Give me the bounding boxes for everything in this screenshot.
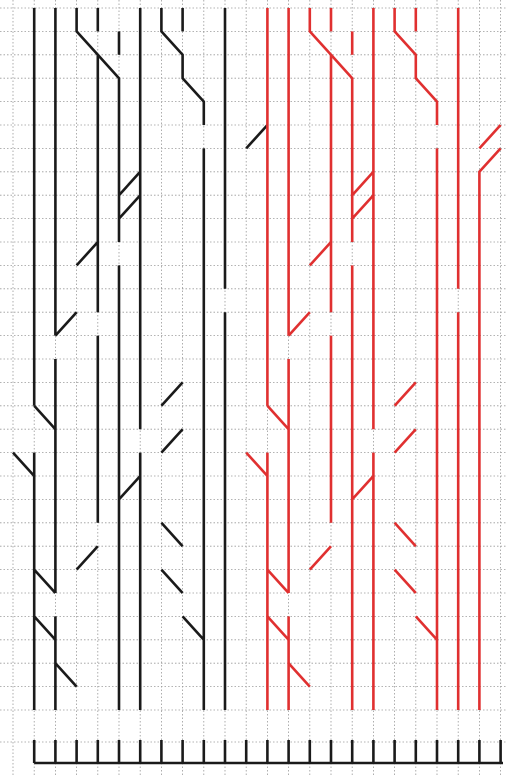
wire [54, 662, 78, 688]
wire [160, 568, 184, 594]
wire [393, 8, 439, 125]
wires [12, 8, 502, 710]
wire [308, 8, 333, 313]
wire [330, 53, 354, 242]
wire [478, 147, 502, 710]
wire [351, 170, 375, 197]
wire [393, 428, 417, 454]
wire [54, 311, 78, 337]
wire [287, 311, 311, 337]
wire [33, 615, 57, 641]
wire [266, 615, 290, 641]
wire [245, 451, 269, 477]
wire [266, 404, 290, 431]
wire [12, 451, 36, 477]
wire [160, 8, 206, 125]
wire [266, 568, 290, 594]
wire [160, 381, 184, 407]
wire [160, 521, 184, 548]
wire [75, 8, 100, 313]
wire [393, 568, 417, 594]
wire [96, 53, 121, 242]
wire [393, 521, 417, 548]
wire [414, 615, 438, 641]
wire [393, 381, 417, 407]
wire [181, 615, 205, 641]
wire [118, 170, 142, 197]
wire [287, 662, 311, 688]
wire [245, 124, 269, 150]
wire [308, 545, 332, 571]
wire [75, 545, 99, 571]
wire [33, 568, 57, 594]
wire [351, 194, 375, 220]
wire [478, 124, 502, 150]
wire [118, 475, 142, 501]
wire [160, 428, 184, 454]
wire [351, 475, 375, 501]
wire [75, 241, 99, 267]
wire [308, 241, 332, 267]
comb [32, 740, 503, 765]
wire [118, 194, 142, 220]
wire [33, 404, 57, 431]
